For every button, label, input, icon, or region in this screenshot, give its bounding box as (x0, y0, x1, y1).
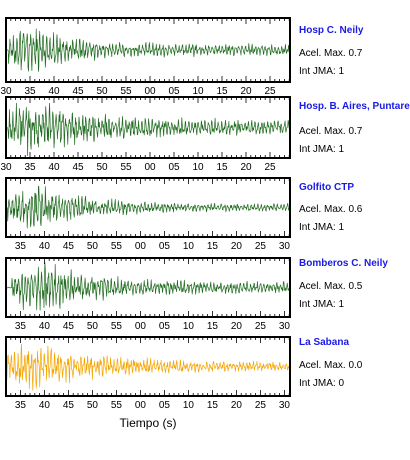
panel-frame-3 (5, 177, 291, 238)
tick-label: 10 (183, 321, 195, 332)
tick-label: 15 (216, 86, 228, 97)
station-accel-4: Acel. Max. 0.5 (299, 281, 363, 292)
tick-label: 20 (231, 321, 243, 332)
tick-label: 00 (144, 162, 156, 173)
panel-3: 35 40 45 50 55 00 05 10 15 20 25 30 (5, 177, 291, 252)
tick-label: 55 (120, 86, 132, 97)
tick-label: 40 (39, 241, 51, 252)
tick-label: 25 (264, 86, 276, 97)
tick-label: 10 (192, 162, 204, 173)
waveform-3 (5, 185, 291, 229)
station-accel-3: Acel. Max. 0.6 (299, 204, 363, 215)
tick-label: 45 (63, 241, 75, 252)
tick-label: 45 (72, 86, 84, 97)
tick-label: 25 (255, 400, 267, 411)
tick-label: 05 (168, 86, 180, 97)
station-name-2: Hosp. B. Aires, Puntare (299, 101, 410, 112)
station-jma-1: Int JMA: 1 (299, 66, 345, 77)
tick-label: 30 (279, 400, 291, 411)
tick-label: 00 (135, 241, 147, 252)
station-jma-4: Int JMA: 1 (299, 299, 345, 310)
panel-frame-1 (5, 17, 291, 83)
tick-label: 35 (15, 241, 27, 252)
panel-frame-4 (5, 257, 291, 318)
tick-label: 45 (63, 321, 75, 332)
tick-label: 45 (63, 400, 75, 411)
x-axis-label: Tiempo (s) (119, 416, 177, 430)
tick-label: 10 (183, 241, 195, 252)
station-name-5: La Sabana (299, 337, 350, 348)
tick-label: 35 (15, 321, 27, 332)
tick-label: 20 (231, 400, 243, 411)
tick-label: 15 (207, 321, 219, 332)
tick-label: 30 (0, 86, 12, 97)
tick-label: 30 (279, 241, 291, 252)
panel-5: 35 40 45 50 55 00 05 10 15 20 25 30 (5, 336, 291, 411)
tick-label: 00 (135, 400, 147, 411)
waveform-2 (5, 102, 291, 156)
station-accel-1: Acel. Max. 0.7 (299, 48, 363, 59)
tick-label: 10 (192, 86, 204, 97)
panel-frame-5 (5, 336, 291, 397)
tick-label: 00 (135, 321, 147, 332)
tick-label: 25 (264, 162, 276, 173)
station-accel-5: Acel. Max. 0.0 (299, 360, 363, 371)
tick-label: 20 (240, 86, 252, 97)
station-name-3: Golfito CTP (299, 182, 354, 193)
tick-label: 45 (72, 162, 84, 173)
tick-label: 30 (279, 321, 291, 332)
tick-label: 00 (144, 86, 156, 97)
tick-label: 30 (0, 162, 12, 173)
tick-label: 15 (216, 162, 228, 173)
tick-label: 40 (48, 86, 60, 97)
waveform-5 (5, 343, 291, 391)
tick-label: 05 (159, 241, 171, 252)
tick-label: 20 (231, 241, 243, 252)
tick-label: 20 (240, 162, 252, 173)
panel-2: 30 35 40 45 50 55 00 05 10 15 20 25 (0, 96, 291, 173)
tick-label: 05 (159, 400, 171, 411)
tick-label: 10 (183, 400, 195, 411)
waveform-4 (5, 262, 291, 311)
station-name-4: Bomberos C. Neily (299, 258, 388, 269)
tick-label: 55 (111, 400, 123, 411)
tick-label: 05 (168, 162, 180, 173)
tick-label: 50 (87, 241, 99, 252)
tick-label: 40 (39, 400, 51, 411)
tick-label: 35 (24, 162, 36, 173)
station-name-1: Hosp C. Neily (299, 25, 364, 36)
tick-label: 35 (15, 400, 27, 411)
tick-label: 05 (159, 321, 171, 332)
tick-label: 40 (48, 162, 60, 173)
tick-label: 15 (207, 241, 219, 252)
tick-label: 55 (111, 241, 123, 252)
tick-label: 25 (255, 241, 267, 252)
panel-1: 30 35 40 45 50 55 00 05 10 15 20 25 (0, 17, 291, 97)
tick-label: 50 (96, 162, 108, 173)
station-jma-5: Int JMA: 0 (299, 378, 345, 389)
tick-label: 15 (207, 400, 219, 411)
station-jma-3: Int JMA: 1 (299, 222, 345, 233)
tick-label: 55 (120, 162, 132, 173)
waveform-1 (5, 28, 291, 72)
panel-frame-2 (5, 96, 291, 159)
tick-label: 50 (87, 400, 99, 411)
station-jma-2: Int JMA: 1 (299, 144, 345, 155)
tick-label: 25 (255, 321, 267, 332)
panel-4: 35 40 45 50 55 00 05 10 15 20 25 30 (5, 257, 291, 332)
tick-label: 40 (39, 321, 51, 332)
tick-label: 50 (87, 321, 99, 332)
tick-label: 55 (111, 321, 123, 332)
station-accel-2: Acel. Max. 0.7 (299, 126, 363, 137)
tick-label: 50 (96, 86, 108, 97)
tick-label: 35 (24, 86, 36, 97)
